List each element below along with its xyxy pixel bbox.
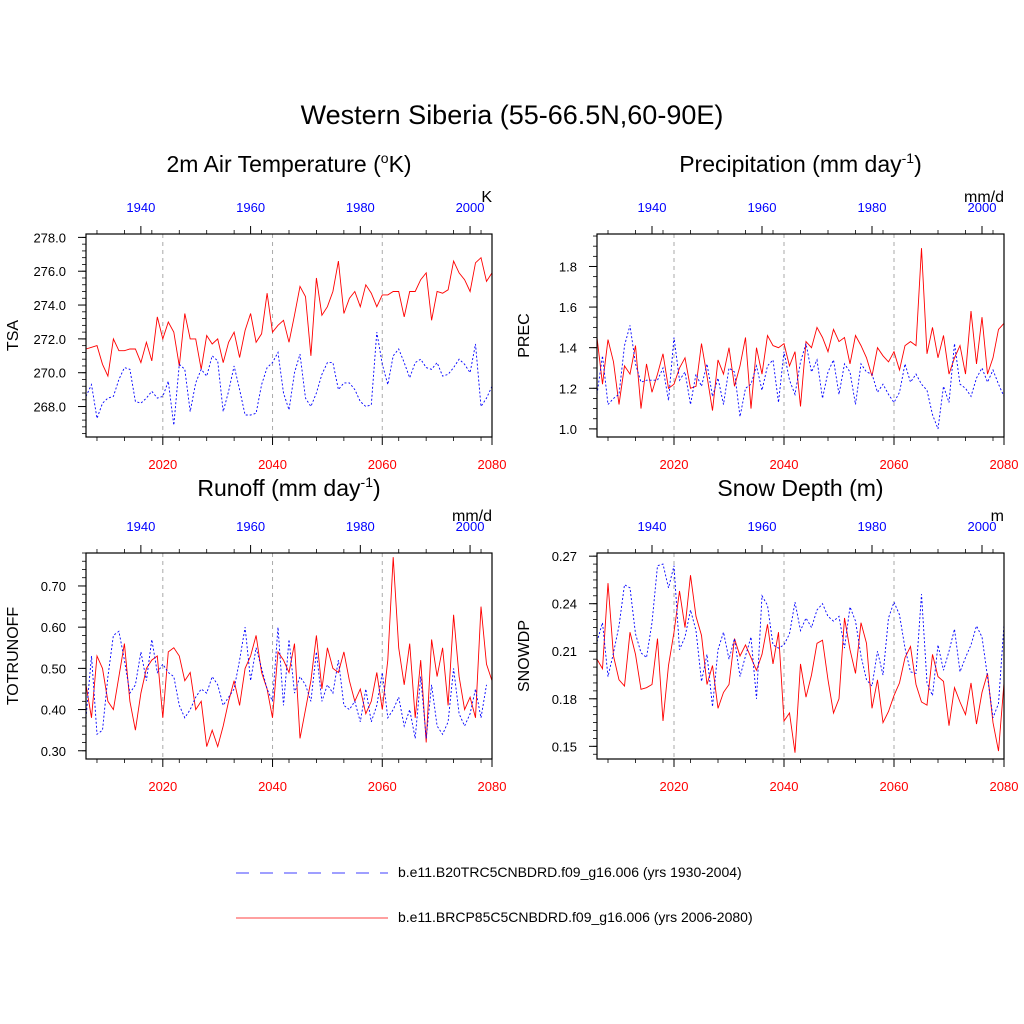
y-tick-label: 274.0: [33, 298, 66, 313]
units-label: mm/d: [452, 508, 492, 525]
y-axis-label: TSA: [5, 320, 22, 351]
units-label: K: [481, 189, 492, 206]
x-top-tick-label: 1940: [126, 200, 155, 215]
y-axis-label: SNOWDP: [516, 620, 533, 692]
series-line-historical: [85, 332, 493, 426]
x-top-tick-label: 1960: [748, 200, 777, 215]
panel-title-tail: K): [389, 151, 412, 177]
x-top-tick-label: 2000: [456, 519, 485, 534]
panel-snowdp: Snow Depth (m) 0.15 0.18 0.21 0.24 0.27 SNOWDP…: [516, 475, 1018, 794]
y-axis-label: TOTRUNOFF: [5, 607, 22, 706]
y-tick-label: 276.0: [33, 264, 66, 279]
y-tick-label: 272.0: [33, 332, 66, 347]
y-tick-label: 1.2: [559, 381, 577, 396]
x-top-tick-label: 1960: [236, 519, 265, 534]
y-tick-label: 1.6: [559, 300, 577, 315]
y-tick-label: 0.27: [552, 549, 577, 564]
x-top-tick-label: 1980: [858, 200, 887, 215]
panel-title-superscript: -1: [902, 150, 915, 166]
panel-title: Runoff (mm day-1): [197, 474, 380, 501]
x-bottom-tick-label: 2040: [258, 779, 287, 794]
panel-title-main: Precipitation (mm day: [679, 151, 902, 177]
y-tick-label: 1.4: [559, 341, 577, 356]
panel-title-main: Runoff (mm day: [197, 475, 361, 501]
x-bottom-tick-label: 2080: [990, 457, 1019, 472]
panel-title-tail: ): [914, 151, 922, 177]
x-top-tick-label: 1960: [748, 519, 777, 534]
y-tick-label: 0.15: [552, 739, 577, 754]
y-tick-label: 0.30: [41, 744, 66, 759]
series-line-future: [85, 245, 493, 378]
x-bottom-tick-label: 2040: [258, 457, 287, 472]
y-tick-label: 0.21: [552, 644, 577, 659]
x-top-tick-label: 1960: [236, 200, 265, 215]
panel-title-superscript: -1: [361, 474, 374, 490]
panel-title-main: 2m Air Temperature (: [166, 151, 381, 177]
main-title: Western Siberia (55-66.5N,60-90E): [300, 100, 724, 130]
y-tick-label: 0.50: [41, 661, 66, 676]
x-top-tick-label: 2000: [968, 519, 997, 534]
x-bottom-tick-label: 2020: [148, 779, 177, 794]
x-top-tick-label: 2000: [968, 200, 997, 215]
y-tick-label: 1.0: [559, 422, 577, 437]
x-bottom-tick-label: 2060: [880, 457, 909, 472]
x-bottom-tick-label: 2020: [148, 457, 177, 472]
series-line-historical: [85, 627, 487, 739]
x-bottom-tick-label: 2060: [368, 779, 397, 794]
x-bottom-tick-label: 2060: [368, 457, 397, 472]
legend-label-historical: b.e11.B20TRC5CNBDRD.f09_g16.006 (yrs 193…: [398, 864, 742, 880]
x-bottom-tick-label: 2040: [770, 457, 799, 472]
x-bottom-tick-label: 2080: [990, 779, 1019, 794]
x-top-tick-label: 1940: [126, 519, 155, 534]
y-axis-label: PREC: [516, 313, 533, 357]
y-tick-label: 0.40: [41, 703, 66, 718]
panel-totrunoff: Runoff (mm day-1) 0.30 0.40 0.50 0.60 0.70 TOT…: [5, 474, 506, 794]
panel-title-tail: ): [373, 475, 381, 501]
x-top-tick-label: 1980: [346, 519, 375, 534]
x-top-tick-label: 1940: [638, 200, 667, 215]
y-tick-label: 0.60: [41, 620, 66, 635]
legend-label-future: b.e11.BRCP85C5CNBDRD.f09_g16.006 (yrs 20…: [398, 909, 753, 925]
series-line-future: [596, 248, 1005, 411]
units-label: m: [991, 508, 1004, 525]
x-top-tick-label: 1980: [858, 519, 887, 534]
units-label: mm/d: [964, 189, 1004, 206]
y-tick-label: 1.8: [559, 259, 577, 274]
x-top-tick-label: 1940: [638, 519, 667, 534]
y-tick-label: 0.24: [552, 597, 577, 612]
panel-prec: Precipitation (mm day-1) 1.0 1.2 1.4 1.6 1.8 P…: [516, 150, 1018, 472]
panel-tsa: 2m Air Temperature (oK) 268.0 270.0 272.0 27…: [5, 150, 506, 472]
y-tick-label: 278.0: [33, 230, 66, 245]
x-top-tick-label: 2000: [456, 200, 485, 215]
panel-title-superscript: o: [381, 150, 389, 166]
x-top-tick-label: 1980: [346, 200, 375, 215]
y-tick-label: 270.0: [33, 366, 66, 381]
panel-title-main: Snow Depth (m): [717, 475, 883, 501]
x-bottom-tick-label: 2020: [660, 779, 689, 794]
y-tick-label: 0.18: [552, 692, 577, 707]
x-bottom-tick-label: 2040: [770, 779, 799, 794]
series-line-future: [85, 557, 493, 749]
panel-title: Snow Depth (m): [717, 475, 883, 501]
x-bottom-tick-label: 2020: [660, 457, 689, 472]
series-line-future: [596, 575, 1005, 753]
y-tick-label: 0.70: [41, 579, 66, 594]
x-bottom-tick-label: 2080: [478, 779, 507, 794]
y-tick-label: 268.0: [33, 400, 66, 415]
panel-title: 2m Air Temperature (oK): [166, 150, 411, 177]
panel-title: Precipitation (mm day-1): [679, 150, 922, 177]
x-bottom-tick-label: 2080: [478, 457, 507, 472]
series-line-historical: [596, 563, 1005, 718]
x-bottom-tick-label: 2060: [880, 779, 909, 794]
